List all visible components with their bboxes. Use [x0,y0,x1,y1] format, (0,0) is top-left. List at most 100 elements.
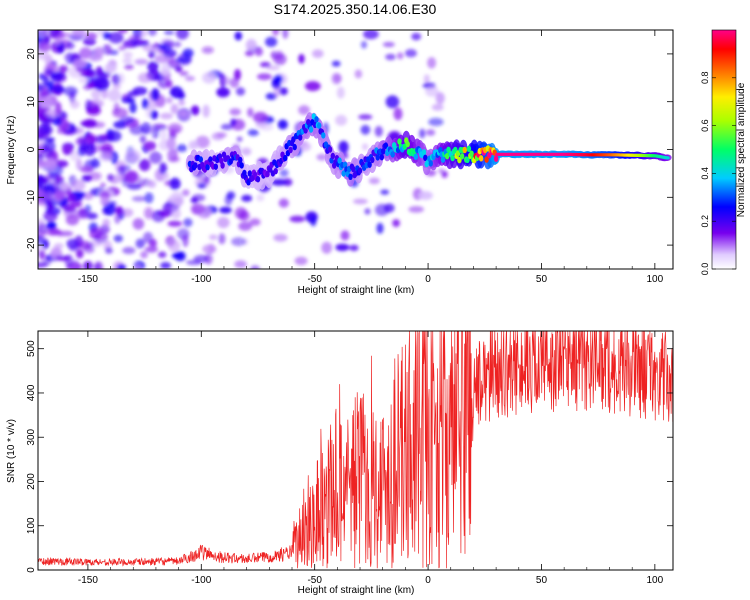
ridge-core [303,127,308,134]
heatmap-cell [310,216,317,227]
heatmap-cell [145,105,152,119]
heatmap-cell [336,86,345,99]
ridge-core [457,156,462,164]
x-tick-label: 100 [647,575,664,586]
heatmap-cell [426,129,436,136]
heatmap-cell [304,81,321,92]
ridge-core [421,149,427,156]
ridge-core [462,146,467,154]
heatmap-cell [54,101,62,115]
heatmap-cell [191,194,206,202]
heatmap-cell [46,221,57,230]
heatmap-cell [107,173,114,182]
y-tick-label: 10 [26,96,37,108]
heatmap-cell [354,69,363,79]
heatmap-cell [75,191,86,198]
heatmap-cell [115,206,124,215]
ridge-core [255,176,261,183]
ridge-core [375,154,380,161]
heatmap-cell [201,46,214,54]
heatmap-cell [105,247,113,254]
heatmap-cell [77,137,87,143]
heatmap-cell [376,222,384,234]
heatmap-cell [38,73,46,80]
ridge-core [288,146,293,154]
heatmap-cell [241,147,252,156]
heatmap-cell [116,170,124,183]
heatmap-cell [50,73,62,84]
heatmap-cell [76,249,84,259]
ridge-core [469,150,474,157]
heatmap-cell [277,119,288,130]
heatmap-cell [129,102,137,114]
heatmap-cell [107,89,121,102]
heatmap-cell [298,53,305,64]
heatmap-cell [42,258,52,266]
heatmap-cell [385,95,400,109]
spectrogram-xlabel: Height of straight line (km) [298,285,415,296]
heatmap-cell [108,31,124,44]
ridge-core [193,162,198,169]
heatmap-cell [385,53,396,61]
heatmap-cell [383,203,395,213]
heatmap-cell [47,81,55,91]
heatmap-cell [43,34,51,45]
ridge-core [213,163,218,170]
heatmap-cell [80,165,94,173]
heatmap-cell [77,240,93,250]
colorbar-tick-label: 0.8 [700,72,710,85]
heatmap-cell [234,69,241,81]
heatmap-cell [85,32,98,40]
heatmap-cell [162,172,170,180]
y-tick-label: 300 [26,428,37,445]
heatmap-cell [234,260,248,269]
ridge-core [383,142,389,149]
heatmap-cell [368,177,380,185]
heatmap-cell [78,77,90,84]
heatmap-cell [139,158,150,171]
heatmap-cell [245,38,257,52]
ridge-core [273,168,278,175]
heatmap-noise-blobs [38,30,448,269]
heatmap-cell [298,105,310,116]
heatmap-cell [273,53,287,66]
ridge-core [228,158,233,165]
heatmap-cell [124,64,134,70]
heatmap-cell [113,234,124,243]
heatmap-cell [219,206,232,214]
x-tick-label: -100 [191,274,211,285]
heatmap-cell [231,237,247,247]
heatmap-cell [183,218,193,227]
heatmap-cell [144,246,159,252]
heatmap-cell [441,170,448,178]
y-tick-label: 0 [26,567,37,573]
heatmap-cell [140,251,149,259]
y-tick-label: 100 [26,517,37,534]
heatmap-cell [332,73,342,83]
heatmap-cell [360,124,371,135]
heatmap-ridge [185,112,672,191]
heatmap-cell [419,128,426,139]
heatmap-cell [134,58,149,65]
heatmap-cell [172,41,182,48]
heatmap-cell [124,95,132,103]
heatmap-cell [84,204,92,213]
heatmap-cell [127,183,142,190]
heatmap-cell [273,85,281,98]
heatmap-cell [144,192,154,204]
heatmap-cell [392,219,400,228]
heatmap-cell [93,263,101,269]
ridge-core [390,151,395,158]
heatmap-cell [104,62,117,73]
x-tick-label: -150 [78,575,98,586]
y-tick-label: -20 [26,237,37,252]
heatmap-cell [132,218,145,230]
heatmap-cell [278,198,289,208]
ridge-core [478,155,484,162]
heatmap-cell [125,149,141,163]
ridge-core [484,156,489,163]
heatmap-cell [38,133,45,141]
heatmap-cell [396,52,404,60]
x-tick-label: -50 [307,575,322,586]
heatmap-cell [83,118,97,128]
